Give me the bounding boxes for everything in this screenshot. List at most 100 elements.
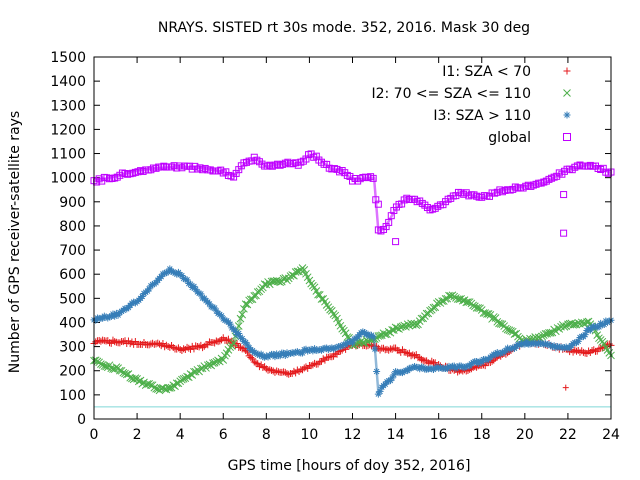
data-point: [491, 314, 500, 322]
data-point: [111, 338, 119, 346]
data-point: [462, 363, 470, 371]
data-point: [245, 352, 253, 360]
data-point: [411, 363, 419, 371]
data-point: [349, 339, 356, 347]
data-point: [483, 356, 491, 364]
series-1: [90, 264, 615, 395]
data-point: [242, 338, 250, 346]
data-point: [252, 359, 260, 367]
data-point: [205, 338, 213, 346]
data-point: [240, 304, 248, 313]
data-point: [481, 362, 489, 370]
data-point: [560, 191, 568, 199]
y-tick-label: 1200: [50, 122, 86, 138]
data-point: [119, 338, 127, 346]
data-point: [600, 339, 608, 348]
data-point: [388, 374, 396, 382]
data-point: [304, 347, 312, 355]
y-tick-label: 1400: [50, 74, 86, 90]
data-point: [605, 317, 613, 325]
data-point: [115, 366, 124, 375]
x-tick-label: 20: [516, 427, 534, 443]
data-point: [195, 289, 203, 297]
y-tick-label: 1000: [50, 171, 86, 187]
data-point: [292, 369, 300, 377]
data-point: [583, 318, 591, 327]
data-point: [407, 364, 415, 372]
data-point: [130, 298, 138, 306]
data-point: [273, 367, 281, 375]
data-point: [311, 359, 319, 367]
data-point: [185, 280, 193, 288]
data-point: [257, 350, 265, 358]
data-point: [386, 377, 394, 385]
data-point: [478, 358, 486, 366]
data-point: [472, 303, 481, 312]
data-point: [557, 343, 565, 351]
data-point: [116, 339, 124, 347]
data-point: [438, 297, 446, 305]
data-point: [197, 290, 205, 298]
data-point: [209, 338, 217, 346]
data-point: [157, 273, 165, 281]
data-point: [249, 355, 257, 363]
y-tick-label: 400: [59, 315, 86, 331]
data-point: [319, 355, 327, 363]
data-point: [200, 342, 208, 350]
data-point: [281, 352, 289, 360]
data-point: [216, 337, 224, 345]
data-point: [266, 366, 274, 374]
x-tick-label: 8: [262, 427, 271, 443]
y-tick-label: 200: [59, 364, 86, 380]
x-tick-label: 2: [133, 427, 142, 443]
data-point: [234, 322, 243, 330]
y-tick-label: 1500: [50, 50, 86, 66]
data-point: [390, 371, 398, 379]
x-tick-label: 10: [301, 427, 319, 443]
data-point: [159, 340, 167, 348]
data-point: [548, 343, 556, 351]
data-point: [316, 346, 324, 354]
data-point: [219, 356, 228, 364]
data-point: [254, 360, 262, 368]
data-point: [476, 357, 484, 365]
data-point: [341, 329, 350, 338]
y-tick-label: 1100: [50, 147, 86, 163]
data-point: [385, 218, 393, 226]
data-point: [411, 352, 419, 360]
data-point: [218, 312, 226, 320]
data-point: [236, 343, 244, 351]
data-point: [274, 277, 283, 286]
data-point: [178, 272, 186, 280]
data-point: [383, 378, 391, 386]
data-point: [350, 335, 358, 343]
data-point: [333, 343, 341, 351]
data-point: [179, 375, 188, 383]
data-point: [180, 275, 188, 283]
x-tick-label: 22: [559, 427, 577, 443]
data-point: [302, 363, 310, 371]
data-point: [209, 303, 217, 311]
data-point: [185, 344, 193, 352]
data-point: [293, 348, 301, 356]
data-point: [560, 344, 568, 352]
data-point: [385, 346, 393, 354]
data-point: [366, 332, 374, 340]
data-point: [324, 353, 332, 361]
data-point: [172, 379, 181, 388]
plot-frame: [93, 56, 612, 420]
data-point: [426, 364, 434, 372]
data-point: [309, 361, 317, 369]
data-point: [343, 333, 352, 341]
data-point: [205, 300, 213, 308]
data-point: [588, 347, 596, 355]
data-point: [310, 283, 319, 292]
data-point: [402, 348, 410, 356]
data-point: [595, 345, 603, 353]
data-point: [138, 292, 146, 300]
data-point: [192, 285, 200, 293]
data-point: [381, 380, 389, 388]
y-axis-label: Number of GPS receiver-satellite rays: [7, 111, 23, 373]
data-point: [452, 364, 460, 372]
